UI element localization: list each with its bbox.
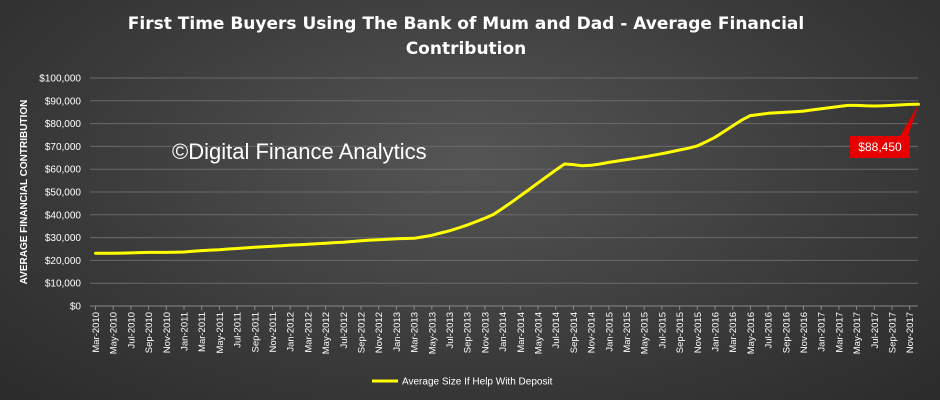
chart-title-line: First Time Buyers Using The Bank of Mum …: [128, 14, 804, 34]
x-tick-label: May-2014: [534, 312, 545, 354]
watermark-text: ©Digital Finance Analytics: [172, 139, 427, 164]
y-tick-label: $70,000: [45, 142, 82, 153]
y-tick-label: $60,000: [45, 165, 82, 176]
value-callout: $88,450: [850, 104, 919, 158]
x-tick-label: Jan-2014: [498, 312, 509, 352]
y-tick-label: $80,000: [45, 119, 82, 130]
x-tick-label: Jul-2014: [551, 312, 562, 348]
x-tick-label: Sep-2012: [357, 312, 368, 353]
x-tick-label: Nov-2010: [162, 312, 173, 353]
x-tick-label: Jul-2013: [445, 312, 456, 348]
series-lines: [94, 102, 920, 255]
y-tick-label: $20,000: [45, 256, 82, 267]
y-tick-label: $40,000: [45, 210, 82, 221]
y-axis-ticks: $0 $10,000 $20,000 $30,000 $40,000 $50,000 $60…: [39, 74, 81, 313]
y-tick-label: $90,000: [45, 96, 82, 107]
series-line: [94, 102, 920, 255]
gridlines: [90, 77, 918, 284]
legend-entry: Average Size If Help With Deposit: [402, 377, 553, 388]
legend: Average Size If Help With Deposit: [372, 377, 553, 388]
y-tick-label: $0: [70, 302, 82, 313]
x-tick-label: Nov-2015: [693, 312, 704, 353]
x-tick-label: Nov-2013: [480, 312, 491, 353]
x-axis-ticks: Mar-2010 May-2010 Jul-2010 Sep-2010 Nov-2010…: [91, 306, 916, 354]
x-tick-label: Jan-2012: [286, 312, 297, 352]
chart-title-line: Contribution: [406, 39, 527, 59]
x-tick-label: Mar-2013: [410, 312, 421, 353]
y-tick-label: $100,000: [39, 74, 81, 85]
x-tick-label: May-2012: [321, 312, 332, 354]
x-tick-label: Jul-2011: [233, 312, 244, 348]
x-tick-label: Mar-2014: [516, 312, 527, 353]
x-tick-label: Nov-2014: [587, 312, 598, 353]
x-tick-label: Mar-2015: [622, 312, 633, 353]
x-tick-label: Jan-2013: [392, 312, 403, 352]
x-tick-label: Sep-2017: [888, 312, 899, 353]
x-tick-label: Sep-2011: [250, 312, 261, 353]
callout-pointer: [900, 104, 919, 136]
x-tick-label: Nov-2012: [374, 312, 385, 353]
x-tick-label: Mar-2010: [91, 312, 102, 353]
x-tick-label: May-2011: [215, 312, 226, 354]
x-tick-label: Mar-2012: [303, 312, 314, 353]
y-tick-label: $30,000: [45, 233, 82, 244]
x-tick-label: Jan-2016: [711, 312, 722, 352]
y-tick-label: $10,000: [45, 279, 82, 290]
x-tick-label: Jul-2016: [764, 312, 775, 348]
x-tick-label: Mar-2011: [197, 312, 208, 352]
x-tick-label: Jul-2010: [126, 312, 137, 348]
x-tick-label: May-2015: [640, 312, 651, 354]
x-tick-label: May-2010: [109, 312, 120, 354]
x-tick-label: Jan-2017: [817, 312, 828, 352]
y-axis-label: AVERAGE FINANCIAL CONTRIBUTION: [19, 100, 30, 285]
x-tick-label: Mar-2017: [834, 312, 845, 353]
x-tick-label: Sep-2013: [463, 312, 474, 353]
x-tick-label: Nov-2011: [268, 312, 279, 353]
x-tick-label: Sep-2014: [569, 312, 580, 353]
y-tick-label: $50,000: [45, 188, 82, 199]
x-tick-label: Sep-2015: [675, 312, 686, 353]
x-tick-label: Sep-2010: [144, 312, 155, 353]
x-tick-label: Jan-2015: [604, 312, 615, 352]
callout-box: [850, 136, 910, 158]
x-tick-label: Jul-2015: [657, 312, 668, 348]
x-tick-label: Jul-2017: [870, 312, 881, 348]
callout-value-label: $88,450: [858, 140, 902, 154]
x-tick-label: Mar-2016: [728, 312, 739, 353]
x-tick-label: Nov-2017: [905, 312, 916, 353]
x-tick-label: Jan-2011: [180, 312, 191, 351]
chart-title: First Time Buyers Using The Bank of Mum …: [128, 14, 804, 59]
x-tick-label: Nov-2016: [799, 312, 810, 353]
x-tick-label: May-2016: [746, 312, 757, 354]
x-tick-label: Jul-2012: [339, 312, 350, 348]
x-tick-label: Sep-2016: [781, 312, 792, 353]
x-tick-label: May-2017: [852, 312, 863, 354]
x-tick-label: May-2013: [427, 312, 438, 354]
